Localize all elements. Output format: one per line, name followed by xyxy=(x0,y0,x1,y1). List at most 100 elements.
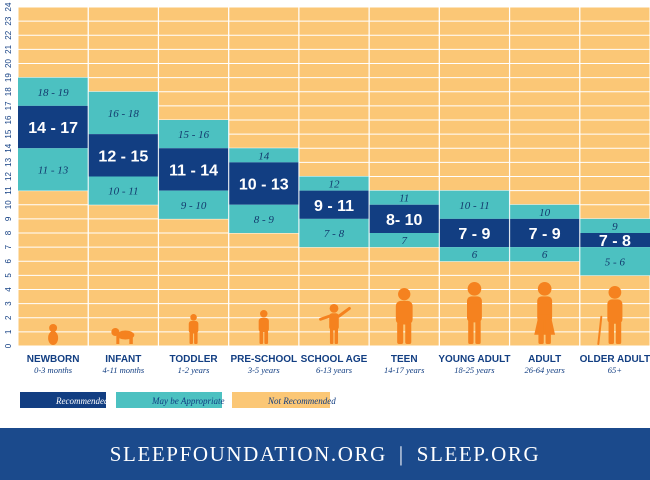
bar-recommended xyxy=(158,148,229,191)
category-age: 0-3 months xyxy=(34,365,73,375)
leg xyxy=(468,319,474,344)
category-age: 6-13 years xyxy=(316,365,353,375)
legend-swatch xyxy=(116,392,222,408)
silhouettes xyxy=(48,282,623,345)
category-age: 65+ xyxy=(608,365,622,375)
category-name: INFANT xyxy=(105,354,141,365)
y-tick-label: 10 xyxy=(4,200,13,209)
y-tick-label: 3 xyxy=(4,301,13,306)
torso xyxy=(467,296,482,323)
bar-upper-may-be-appropriate xyxy=(228,148,299,163)
bar-upper-may-be-appropriate xyxy=(158,120,229,149)
y-tick-label: 12 xyxy=(4,172,13,181)
footer-link-sleepfoundation[interactable]: SLEEPFOUNDATION.ORG xyxy=(109,441,387,466)
label-upper-range: 14 xyxy=(258,150,270,162)
legend-label: Not Recommended xyxy=(267,396,336,406)
label-lower-range: 6 xyxy=(542,249,548,261)
label-upper-range: 16 - 18 xyxy=(108,108,140,120)
label-recommended-range: 7 - 9 xyxy=(529,226,561,243)
torso xyxy=(188,320,199,334)
y-tick-label: 4 xyxy=(4,287,13,292)
leg xyxy=(329,328,334,344)
torso xyxy=(258,317,269,333)
leg xyxy=(264,330,269,344)
y-tick-label: 20 xyxy=(4,59,13,68)
bar-upper-may-be-appropriate xyxy=(298,176,370,191)
child-waving-icon xyxy=(319,304,351,344)
y-tick-label: 14 xyxy=(4,143,13,152)
bar-lower-may-be-appropriate xyxy=(228,204,299,233)
head xyxy=(537,282,552,296)
bar-upper-may-be-appropriate xyxy=(579,218,650,233)
bar-recommended xyxy=(228,162,299,205)
label-recommended-range: 8- 10 xyxy=(386,212,423,229)
leg xyxy=(545,319,551,344)
bar-recommended xyxy=(509,218,580,248)
category-name: SCHOOL AGE xyxy=(301,354,368,365)
y-tick-label: 0 xyxy=(4,343,13,348)
category-age: 1-2 years xyxy=(178,365,211,375)
bar-recommended xyxy=(439,218,510,248)
leg xyxy=(397,322,404,344)
label-lower-range: 7 xyxy=(401,235,407,247)
bar-lower-may-be-appropriate xyxy=(579,247,650,276)
category-name: PRE-SCHOOL xyxy=(230,354,297,365)
sleep-duration-chart: 0123456789101112131415161718192021222324… xyxy=(4,2,650,408)
toddler-icon xyxy=(188,314,199,344)
label-recommended-range: 11 - 14 xyxy=(169,162,218,179)
arm xyxy=(337,306,351,318)
torso xyxy=(48,331,59,345)
leg xyxy=(405,322,412,344)
y-tick-label: 11 xyxy=(4,186,13,195)
footer-banner: SLEEPFOUNDATION.ORG | SLEEP.ORG xyxy=(0,428,650,480)
label-recommended-range: 14 - 17 xyxy=(28,120,78,137)
label-lower-range: 5 - 6 xyxy=(605,256,626,268)
legend-label: Recommended xyxy=(55,396,109,406)
leg xyxy=(334,328,339,344)
bar-lower-may-be-appropriate xyxy=(88,176,159,205)
label-upper-range: 12 xyxy=(329,179,341,191)
arm xyxy=(319,314,331,321)
bar-labels: 18 - 19 16 - 18 15 - 16 14 12 11 10 - 11 10 9 14 … xyxy=(28,87,631,269)
y-tick-label: 22 xyxy=(4,30,13,39)
y-tick-label: 18 xyxy=(4,87,13,96)
label-upper-range: 10 - 11 xyxy=(459,200,489,212)
bar-upper-may-be-appropriate xyxy=(88,91,159,135)
head xyxy=(190,314,197,321)
footer-link-sleep[interactable]: SLEEP.ORG xyxy=(416,441,541,466)
leg xyxy=(615,321,622,344)
bar-recommended xyxy=(88,134,159,177)
young-adult-icon xyxy=(467,282,482,344)
y-tick-label: 9 xyxy=(4,216,13,221)
category-name: NEWBORN xyxy=(27,354,80,365)
label-lower-range: 9 - 10 xyxy=(181,200,207,212)
label-lower-range: 8 - 9 xyxy=(254,214,275,226)
category-name: OLDER ADULT xyxy=(580,354,650,365)
bar-upper-may-be-appropriate xyxy=(509,204,580,219)
legend-swatch xyxy=(20,392,106,408)
bar-lower-may-be-appropriate xyxy=(509,247,580,262)
label-lower-range: 11 - 13 xyxy=(38,164,69,176)
leg xyxy=(189,332,193,344)
y-tick-label: 6 xyxy=(4,258,13,263)
y-tick-label: 13 xyxy=(4,157,13,166)
category-age: 4-11 months xyxy=(103,365,145,375)
arm xyxy=(116,336,120,344)
label-upper-range: 10 xyxy=(539,207,551,219)
label-lower-range: 10 - 11 xyxy=(108,186,138,198)
category-name: YOUNG ADULT xyxy=(438,354,510,365)
y-tick-label: 16 xyxy=(4,115,13,124)
head xyxy=(608,286,622,299)
older-adult-cane-icon xyxy=(597,286,623,345)
head xyxy=(329,304,339,313)
leg xyxy=(259,330,264,344)
y-tick-label: 8 xyxy=(4,230,13,235)
category-age: 14-17 years xyxy=(384,365,425,375)
bar-upper-may-be-appropriate xyxy=(18,77,89,106)
category-age: 3-5 years xyxy=(247,365,281,375)
bar-recommended xyxy=(18,105,89,149)
teen-icon xyxy=(395,288,413,344)
head xyxy=(398,288,411,301)
head xyxy=(49,324,58,332)
footer-separator: | xyxy=(398,441,405,466)
